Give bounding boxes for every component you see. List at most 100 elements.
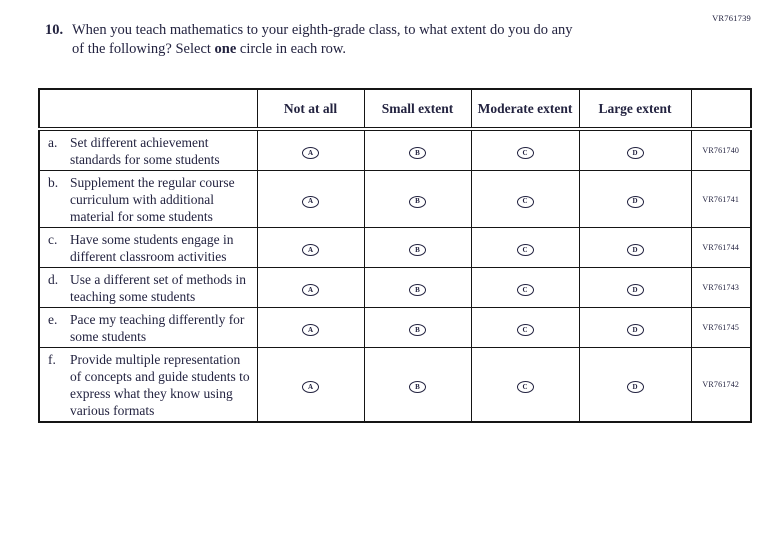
option-cell: C xyxy=(470,347,580,423)
header-code-blank xyxy=(690,88,752,131)
row-code: VR761741 xyxy=(690,170,752,228)
row-label: b. Supplement the regular course curricul… xyxy=(38,170,258,228)
option-cell: D xyxy=(578,227,692,268)
bubble-a-moderate-extent[interactable]: C xyxy=(516,147,534,159)
bubble-c-moderate-extent[interactable]: C xyxy=(516,244,534,256)
table-row: b. Supplement the regular course curricul… xyxy=(38,170,752,228)
survey-table: Not at all Small extent Moderate extent … xyxy=(38,88,752,423)
option-cell: D xyxy=(578,128,692,171)
header-moderate-extent: Moderate extent xyxy=(470,88,580,131)
row-code: VR761744 xyxy=(690,227,752,268)
row-letter: c. xyxy=(48,232,58,247)
bubble-c-large-extent[interactable]: D xyxy=(626,244,644,256)
bubble-b-moderate-extent[interactable]: C xyxy=(516,195,534,208)
question-block: 10. When you teach mathematics to your e… xyxy=(45,21,675,59)
row-text: Set different achievement standards for … xyxy=(70,135,220,167)
row-text: Use a different set of methods in teachi… xyxy=(70,272,246,304)
row-label: e. Pace my teaching differently for some … xyxy=(38,307,258,348)
question-line2-before: of the following? Select xyxy=(72,41,215,57)
bubble-c-not-at-all[interactable]: A xyxy=(302,244,319,256)
bubble-a-small-extent[interactable]: B xyxy=(409,147,426,159)
row-label: c. Have some students engage in different… xyxy=(38,227,258,268)
header-not-at-all: Not at all xyxy=(256,88,365,131)
option-cell: A xyxy=(256,307,365,348)
option-cell: B xyxy=(363,227,472,268)
bubble-b-small-extent[interactable]: B xyxy=(409,195,426,208)
option-cell: D xyxy=(578,267,692,308)
option-cell: A xyxy=(256,267,365,308)
bubble-c-small-extent[interactable]: B xyxy=(409,244,426,256)
bubble-f-not-at-all[interactable]: A xyxy=(302,381,319,393)
option-cell: C xyxy=(470,267,580,308)
row-text: Provide multiple representation of conce… xyxy=(70,352,250,418)
question-line1: When you teach mathematics to your eight… xyxy=(72,22,573,38)
option-cell: B xyxy=(363,128,472,171)
bubble-d-not-at-all[interactable]: A xyxy=(302,284,319,296)
option-cell: D xyxy=(578,307,692,348)
option-cell: C xyxy=(470,307,580,348)
row-label: a. Set different achievement standards fo… xyxy=(38,128,258,171)
option-cell: A xyxy=(256,227,365,268)
option-cell: A xyxy=(256,128,365,171)
bubble-d-large-extent[interactable]: D xyxy=(626,284,644,296)
bubble-b-large-extent[interactable]: D xyxy=(626,195,644,208)
row-label-text: d. Use a different set of methods in teac… xyxy=(48,271,251,305)
option-cell: B xyxy=(363,170,472,228)
bubble-e-moderate-extent[interactable]: C xyxy=(516,324,534,336)
row-label-text: b. Supplement the regular course curricul… xyxy=(48,174,251,225)
bubble-a-large-extent[interactable]: D xyxy=(626,147,644,159)
option-cell: C xyxy=(470,170,580,228)
form-code: VR761739 xyxy=(712,13,751,23)
bubble-e-large-extent[interactable]: D xyxy=(626,324,644,336)
option-cell: B xyxy=(363,347,472,423)
row-text: Pace my teaching differently for some st… xyxy=(70,312,245,344)
table-row: c. Have some students engage in different… xyxy=(38,227,752,268)
question-text: When you teach mathematics to your eight… xyxy=(72,21,675,59)
row-letter: d. xyxy=(48,272,59,287)
bubble-e-small-extent[interactable]: B xyxy=(409,324,426,336)
table-row: a. Set different achievement standards fo… xyxy=(38,128,752,171)
table-body: a. Set different achievement standards fo… xyxy=(38,128,752,423)
row-letter: f. xyxy=(48,352,56,367)
option-cell: D xyxy=(578,170,692,228)
bubble-f-moderate-extent[interactable]: C xyxy=(516,381,534,393)
bubble-d-small-extent[interactable]: B xyxy=(409,284,426,296)
row-code: VR761743 xyxy=(690,267,752,308)
header-row: Not at all Small extent Moderate extent … xyxy=(38,88,752,131)
row-code: VR761742 xyxy=(690,347,752,423)
row-text: Have some students engage in different c… xyxy=(70,232,234,264)
option-cell: B xyxy=(363,307,472,348)
row-text: Supplement the regular course curriculum… xyxy=(70,175,235,224)
table-row: d. Use a different set of methods in teac… xyxy=(38,267,752,308)
option-cell: C xyxy=(470,227,580,268)
table-row: f. Provide multiple representation of con… xyxy=(38,347,752,423)
bubble-f-small-extent[interactable]: B xyxy=(409,381,426,393)
question-bold-word: one xyxy=(214,41,237,57)
row-letter: b. xyxy=(48,175,59,190)
option-cell: B xyxy=(363,267,472,308)
row-code: VR761740 xyxy=(690,128,752,171)
question-line2-after: circle in each row. xyxy=(236,41,347,57)
row-letter: e. xyxy=(48,312,58,327)
row-label: f. Provide multiple representation of con… xyxy=(38,347,258,423)
bubble-d-moderate-extent[interactable]: C xyxy=(516,284,534,296)
option-cell: D xyxy=(578,347,692,423)
bubble-f-large-extent[interactable]: D xyxy=(626,381,644,393)
bubble-e-not-at-all[interactable]: A xyxy=(302,324,319,336)
option-cell: C xyxy=(470,128,580,171)
header-blank xyxy=(38,88,258,131)
row-label-text: f. Provide multiple representation of con… xyxy=(48,351,251,419)
header-small-extent: Small extent xyxy=(363,88,472,131)
row-label: d. Use a different set of methods in teac… xyxy=(38,267,258,308)
header-large-extent: Large extent xyxy=(578,88,692,131)
bubble-b-not-at-all[interactable]: A xyxy=(302,195,319,208)
row-label-text: c. Have some students engage in different… xyxy=(48,231,251,265)
row-label-text: e. Pace my teaching differently for some … xyxy=(48,311,251,345)
option-cell: A xyxy=(256,347,365,423)
table-row: e. Pace my teaching differently for some … xyxy=(38,307,752,348)
row-letter: a. xyxy=(48,135,58,150)
question-number: 10. xyxy=(45,22,64,38)
row-code: VR761745 xyxy=(690,307,752,348)
bubble-a-not-at-all[interactable]: A xyxy=(302,147,319,159)
